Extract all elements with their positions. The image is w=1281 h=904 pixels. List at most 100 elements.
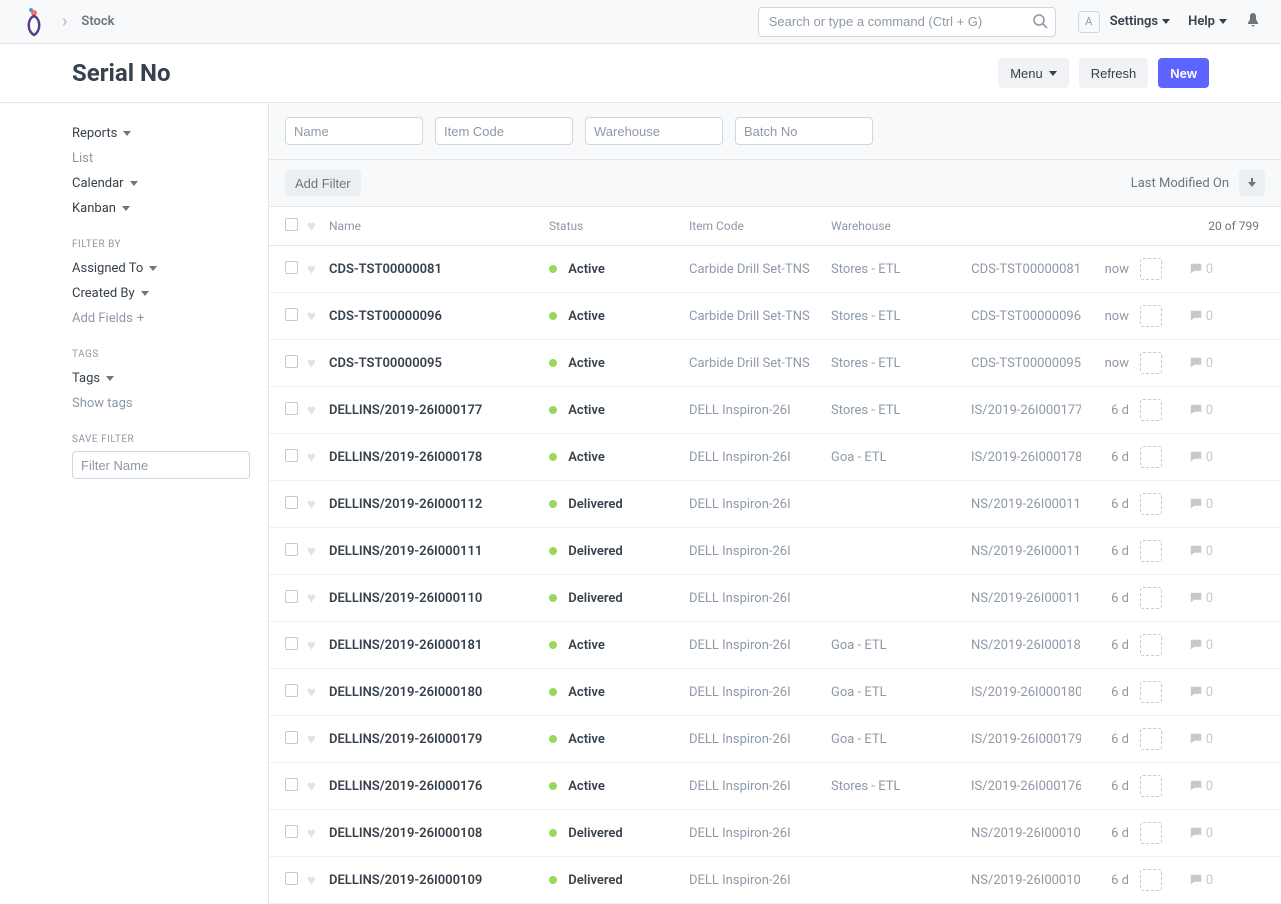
row-assignee-slot[interactable] (1140, 728, 1162, 750)
menu-button[interactable]: Menu (998, 58, 1069, 88)
comment-icon[interactable] (1189, 450, 1203, 464)
heart-icon[interactable]: ♥ (307, 824, 316, 842)
table-row[interactable]: ♥ DELLINS/2019-26I000111 Delivered DELL … (269, 528, 1281, 575)
row-checkbox[interactable] (285, 261, 298, 274)
table-row[interactable]: ♥ CDS-TST00000095 Active Carbide Drill S… (269, 340, 1281, 387)
row-name[interactable]: DELLINS/2019-26I000176 (329, 779, 482, 794)
comment-icon[interactable] (1189, 685, 1203, 699)
comment-icon[interactable] (1189, 826, 1203, 840)
row-name[interactable]: DELLINS/2019-26I000111 (329, 544, 482, 559)
sidebar-item-calendar[interactable]: Calendar (72, 171, 254, 196)
table-row[interactable]: ♥ DELLINS/2019-26I000110 Delivered DELL … (269, 575, 1281, 622)
heart-icon[interactable]: ♥ (307, 636, 316, 654)
row-name[interactable]: CDS-TST00000095 (329, 356, 442, 371)
row-assignee-slot[interactable] (1140, 634, 1162, 656)
search-icon[interactable] (1032, 13, 1048, 33)
heart-icon[interactable]: ♥ (307, 730, 316, 748)
row-name[interactable]: DELLINS/2019-26I000178 (329, 450, 482, 465)
table-row[interactable]: ♥ DELLINS/2019-26I000181 Active DELL Ins… (269, 622, 1281, 669)
heart-icon[interactable]: ♥ (307, 589, 316, 607)
row-assignee-slot[interactable] (1140, 775, 1162, 797)
row-assignee-slot[interactable] (1140, 822, 1162, 844)
add-filter-button[interactable]: Add Filter (285, 170, 361, 196)
sidebar-item-kanban[interactable]: Kanban (72, 196, 254, 221)
column-header-itemcode[interactable]: Item Code (689, 219, 831, 233)
sidebar-show-tags[interactable]: Show tags (72, 391, 254, 416)
row-name[interactable]: DELLINS/2019-26I000179 (329, 732, 482, 747)
sidebar-filter-createdby[interactable]: Created By (72, 281, 254, 306)
row-assignee-slot[interactable] (1140, 493, 1162, 515)
sidebar-filter-assignedto[interactable]: Assigned To (72, 256, 254, 281)
heart-icon[interactable]: ♥ (307, 354, 316, 372)
sidebar-item-reports[interactable]: Reports (72, 121, 254, 146)
column-header-name[interactable]: Name (329, 219, 549, 233)
heart-icon[interactable]: ♥ (307, 307, 316, 325)
sort-label[interactable]: Last Modified On (1131, 176, 1229, 191)
filter-warehouse[interactable] (585, 117, 723, 145)
row-name[interactable]: DELLINS/2019-26I000181 (329, 638, 482, 653)
comment-icon[interactable] (1189, 732, 1203, 746)
row-checkbox[interactable] (285, 402, 298, 415)
row-checkbox[interactable] (285, 825, 298, 838)
row-assignee-slot[interactable] (1140, 258, 1162, 280)
heart-icon[interactable]: ♥ (307, 871, 316, 889)
row-checkbox[interactable] (285, 590, 298, 603)
row-assignee-slot[interactable] (1140, 869, 1162, 891)
row-assignee-slot[interactable] (1140, 681, 1162, 703)
new-button[interactable]: New (1158, 58, 1209, 88)
comment-icon[interactable] (1189, 873, 1203, 887)
row-assignee-slot[interactable] (1140, 540, 1162, 562)
row-assignee-slot[interactable] (1140, 352, 1162, 374)
table-row[interactable]: ♥ DELLINS/2019-26I000112 Delivered DELL … (269, 481, 1281, 528)
row-assignee-slot[interactable] (1140, 587, 1162, 609)
heart-icon[interactable]: ♥ (307, 683, 316, 701)
row-checkbox[interactable] (285, 637, 298, 650)
row-checkbox[interactable] (285, 778, 298, 791)
heart-icon[interactable]: ♥ (307, 777, 316, 795)
row-checkbox[interactable] (285, 308, 298, 321)
heart-icon[interactable]: ♥ (307, 495, 316, 513)
app-logo[interactable] (20, 6, 48, 38)
sidebar-item-list[interactable]: List (72, 146, 254, 171)
comment-icon[interactable] (1189, 591, 1203, 605)
search-input[interactable] (758, 7, 1056, 37)
row-checkbox[interactable] (285, 543, 298, 556)
sidebar-add-fields[interactable]: Add Fields + (72, 306, 254, 331)
row-assignee-slot[interactable] (1140, 446, 1162, 468)
table-row[interactable]: ♥ DELLINS/2019-26I000176 Active DELL Ins… (269, 763, 1281, 810)
comment-icon[interactable] (1189, 497, 1203, 511)
row-assignee-slot[interactable] (1140, 399, 1162, 421)
column-header-status[interactable]: Status (549, 219, 689, 233)
select-all-checkbox[interactable] (285, 218, 298, 231)
help-menu[interactable]: Help (1188, 14, 1227, 29)
row-name[interactable]: DELLINS/2019-26I000180 (329, 685, 482, 700)
heart-icon[interactable]: ♥ (307, 260, 316, 278)
bell-icon[interactable] (1245, 12, 1261, 32)
comment-icon[interactable] (1189, 262, 1203, 276)
row-name[interactable]: DELLINS/2019-26I000177 (329, 403, 482, 418)
row-assignee-slot[interactable] (1140, 305, 1162, 327)
sort-direction-button[interactable] (1239, 170, 1265, 196)
row-checkbox[interactable] (285, 496, 298, 509)
refresh-button[interactable]: Refresh (1079, 58, 1149, 88)
paging-indicator[interactable]: 20 of 799 (971, 219, 1265, 233)
filter-item-code[interactable] (435, 117, 573, 145)
heart-icon[interactable]: ♥ (307, 542, 316, 560)
table-row[interactable]: ♥ DELLINS/2019-26I000109 Delivered DELL … (269, 857, 1281, 904)
row-checkbox[interactable] (285, 872, 298, 885)
table-row[interactable]: ♥ DELLINS/2019-26I000177 Active DELL Ins… (269, 387, 1281, 434)
settings-menu[interactable]: Settings (1110, 14, 1170, 29)
comment-icon[interactable] (1189, 779, 1203, 793)
table-row[interactable]: ♥ DELLINS/2019-26I000108 Delivered DELL … (269, 810, 1281, 857)
row-name[interactable]: DELLINS/2019-26I000110 (329, 591, 482, 606)
row-name[interactable]: DELLINS/2019-26I000109 (329, 873, 482, 888)
row-checkbox[interactable] (285, 731, 298, 744)
filter-name-input[interactable] (72, 451, 250, 479)
comment-icon[interactable] (1189, 638, 1203, 652)
breadcrumb[interactable]: Stock (81, 14, 114, 29)
comment-icon[interactable] (1189, 544, 1203, 558)
row-checkbox[interactable] (285, 355, 298, 368)
sidebar-tags[interactable]: Tags (72, 366, 254, 391)
comment-icon[interactable] (1189, 356, 1203, 370)
table-row[interactable]: ♥ DELLINS/2019-26I000180 Active DELL Ins… (269, 669, 1281, 716)
